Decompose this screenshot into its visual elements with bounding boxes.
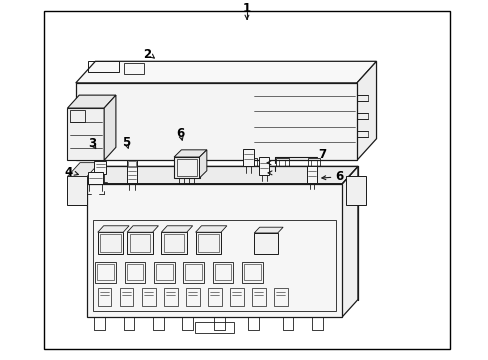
Bar bbox=[100, 234, 121, 252]
Bar bbox=[163, 234, 184, 252]
Polygon shape bbox=[67, 176, 87, 205]
Text: 1: 1 bbox=[243, 2, 250, 15]
Text: 5: 5 bbox=[122, 136, 130, 149]
Text: 2: 2 bbox=[142, 48, 150, 61]
Bar bbox=[273, 288, 287, 306]
Bar bbox=[87, 61, 119, 72]
Bar bbox=[176, 159, 197, 176]
Bar bbox=[185, 288, 199, 306]
Polygon shape bbox=[174, 157, 199, 178]
Polygon shape bbox=[195, 226, 226, 232]
Bar bbox=[276, 158, 288, 169]
Polygon shape bbox=[306, 166, 317, 183]
Bar bbox=[356, 113, 367, 119]
Bar bbox=[244, 264, 260, 280]
Bar bbox=[356, 95, 367, 101]
Bar bbox=[195, 322, 234, 333]
Bar bbox=[244, 158, 256, 169]
Polygon shape bbox=[127, 226, 158, 232]
Bar bbox=[128, 161, 136, 167]
Bar bbox=[229, 288, 243, 306]
Polygon shape bbox=[67, 95, 116, 108]
Polygon shape bbox=[254, 233, 277, 254]
Polygon shape bbox=[243, 149, 253, 166]
Text: 3: 3 bbox=[88, 137, 96, 150]
Bar bbox=[198, 234, 218, 252]
Polygon shape bbox=[346, 176, 365, 205]
Polygon shape bbox=[98, 232, 123, 254]
Polygon shape bbox=[98, 226, 129, 232]
Bar bbox=[251, 288, 265, 306]
Polygon shape bbox=[104, 95, 116, 160]
Polygon shape bbox=[254, 227, 283, 233]
Polygon shape bbox=[342, 166, 357, 317]
Bar bbox=[120, 288, 133, 306]
Text: 6: 6 bbox=[335, 170, 343, 183]
Polygon shape bbox=[94, 161, 106, 174]
Bar bbox=[93, 220, 336, 311]
Text: 7: 7 bbox=[318, 148, 326, 161]
Bar bbox=[207, 288, 221, 306]
Bar bbox=[154, 262, 174, 283]
Polygon shape bbox=[76, 61, 376, 83]
Bar bbox=[212, 262, 233, 283]
Polygon shape bbox=[87, 184, 342, 317]
Polygon shape bbox=[67, 163, 100, 176]
Polygon shape bbox=[87, 166, 357, 184]
Polygon shape bbox=[76, 83, 356, 160]
Bar bbox=[185, 264, 202, 280]
Bar bbox=[307, 158, 320, 169]
Polygon shape bbox=[174, 150, 206, 157]
Polygon shape bbox=[67, 108, 104, 160]
Bar bbox=[242, 262, 262, 283]
Bar bbox=[97, 264, 114, 280]
Bar bbox=[44, 11, 449, 349]
Bar bbox=[126, 264, 143, 280]
Bar bbox=[129, 234, 150, 252]
Bar bbox=[70, 110, 84, 122]
Bar bbox=[142, 288, 155, 306]
Bar bbox=[98, 288, 111, 306]
Bar bbox=[124, 262, 145, 283]
Polygon shape bbox=[88, 172, 102, 184]
Bar bbox=[156, 264, 172, 280]
Polygon shape bbox=[161, 226, 192, 232]
Bar bbox=[183, 262, 203, 283]
Bar bbox=[124, 63, 143, 73]
Polygon shape bbox=[195, 232, 221, 254]
Polygon shape bbox=[127, 232, 152, 254]
Polygon shape bbox=[199, 150, 206, 178]
Text: 4: 4 bbox=[64, 166, 72, 179]
Bar bbox=[163, 288, 177, 306]
Text: 6: 6 bbox=[176, 127, 183, 140]
Bar bbox=[356, 131, 367, 137]
Polygon shape bbox=[161, 232, 186, 254]
Polygon shape bbox=[126, 159, 137, 183]
Polygon shape bbox=[356, 61, 376, 160]
Bar bbox=[95, 262, 116, 283]
Polygon shape bbox=[258, 157, 269, 175]
Bar bbox=[214, 264, 231, 280]
